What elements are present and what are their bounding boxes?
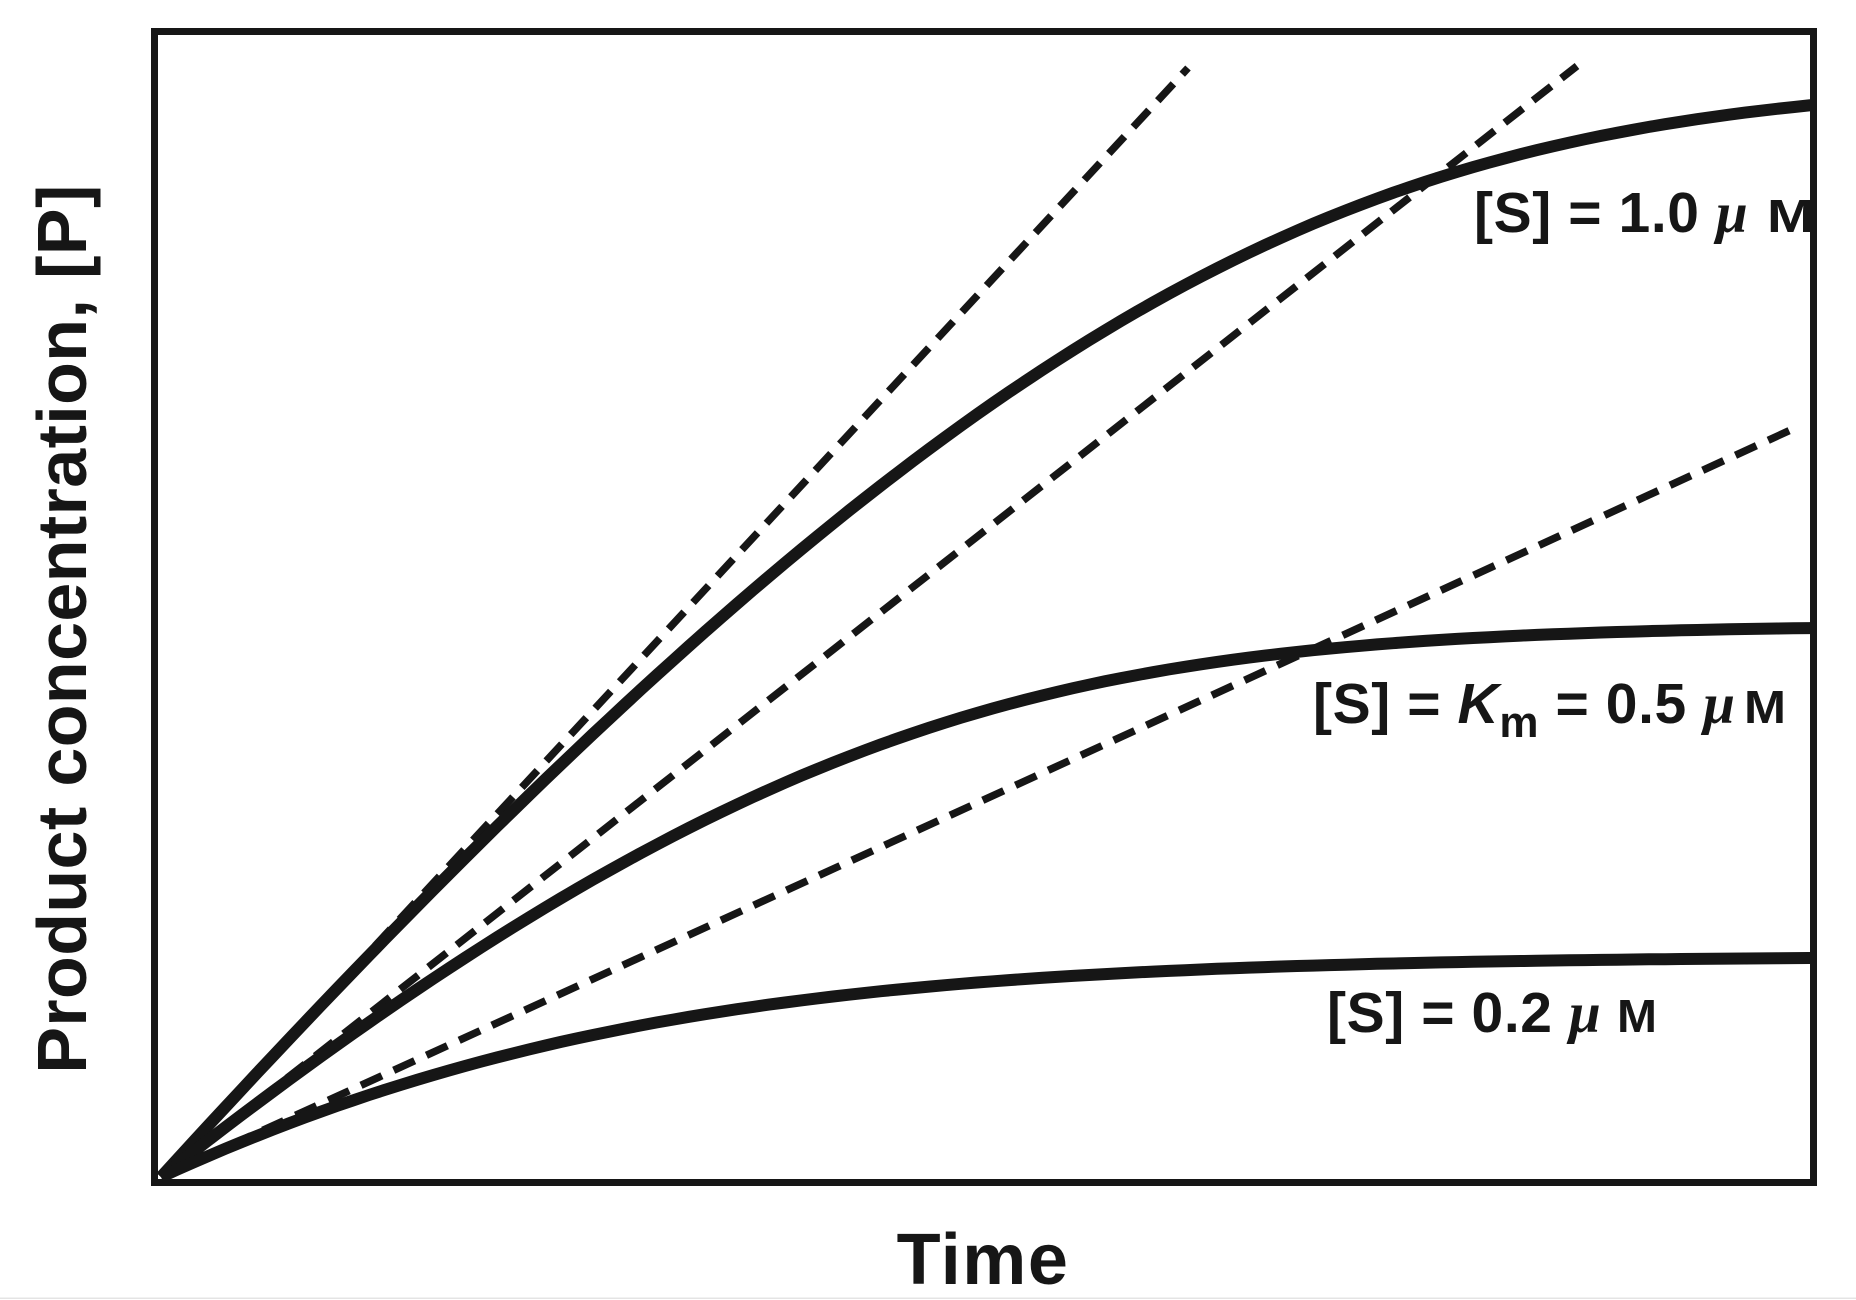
svg-text:Product concentration, [P]: Product concentration, [P] xyxy=(23,184,101,1073)
svg-text:[S] = Km = 0.5 μ: [S] = Km = 0.5 μ xyxy=(1313,672,1736,747)
svg-text:[S] = 1.0 μ: [S] = 1.0 μ xyxy=(1474,181,1748,245)
svg-text:[S] = 0.2 μ: [S] = 0.2 μ xyxy=(1327,981,1601,1045)
svg-text:M: M xyxy=(1744,681,1786,733)
svg-text:M: M xyxy=(1767,190,1814,242)
svg-text:M: M xyxy=(1617,990,1657,1042)
svg-text:Time: Time xyxy=(897,1220,1070,1300)
